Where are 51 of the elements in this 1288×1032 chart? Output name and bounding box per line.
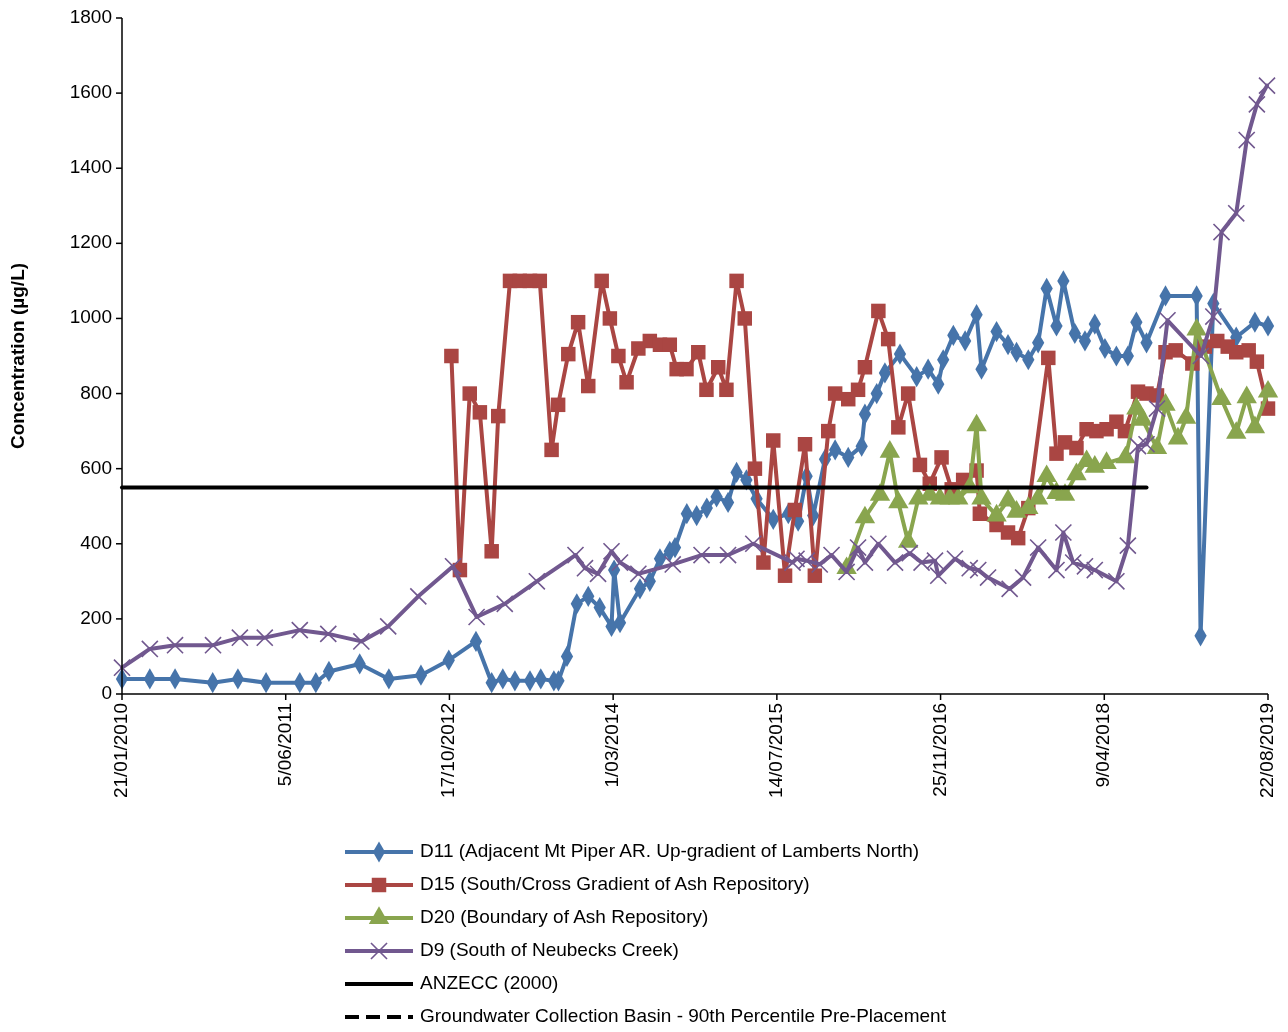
- y-tick-label: 1600: [69, 81, 112, 103]
- y-axis-title: Concentration (µg/L): [7, 262, 28, 450]
- y-tick-label: 1400: [69, 156, 112, 178]
- point: [1027, 486, 1049, 505]
- y-tick-label: 1000: [69, 306, 112, 328]
- legend-label: ANZECC (2000): [420, 972, 559, 994]
- legend-label: D20 (Boundary of Ash Repository): [420, 906, 709, 928]
- point: [1186, 317, 1207, 336]
- legend-label: D15 (South/Cross Gradient of Ash Repository): [420, 873, 810, 895]
- x-tick-label: 1/03/2014: [601, 702, 623, 788]
- x-tick-label: 22/08/2019: [1256, 703, 1278, 799]
- point: [1115, 445, 1136, 464]
- point: [879, 440, 901, 458]
- x-tick-label: 14/07/2015: [764, 703, 786, 799]
- x-tick-label: 5/06/2011: [273, 703, 295, 787]
- point: [1084, 455, 1105, 473]
- point: [854, 505, 876, 524]
- point: [1018, 496, 1039, 514]
- point: [1226, 421, 1247, 439]
- y-tick-label: 200: [80, 606, 112, 628]
- point: [1096, 451, 1117, 469]
- point: [1066, 462, 1087, 481]
- point: [1167, 426, 1189, 445]
- x-tick-label: 21/01/2010: [110, 703, 132, 799]
- y-tick-label: 400: [80, 531, 112, 553]
- legend-label: D11 (Adjacent Mt Piper AR. Up-gradient of Lamberts North): [420, 840, 920, 862]
- y-tick-label: 0: [101, 682, 112, 704]
- point: [1006, 500, 1027, 518]
- point: [1257, 379, 1279, 398]
- y-tick-label: 1200: [69, 231, 112, 253]
- point: [986, 503, 1007, 522]
- point: [948, 486, 969, 505]
- point: [1236, 385, 1257, 404]
- point: [971, 486, 992, 505]
- point: [897, 530, 919, 548]
- x-tick-label: 9/04/2018: [1092, 703, 1114, 788]
- legend-label: Groundwater Collection Basin - 90th Percentile Pre-Placement: [420, 1005, 947, 1027]
- point: [1244, 415, 1266, 434]
- point: [888, 490, 909, 509]
- point: [1146, 436, 1168, 454]
- y-tick-label: 1800: [69, 6, 112, 28]
- point: [966, 413, 987, 432]
- point: [1036, 464, 1057, 483]
- y-tick-label: 600: [80, 456, 112, 478]
- legend-label: D9 (South of Neubecks Creek): [420, 939, 679, 961]
- y-tick-label: 800: [80, 381, 112, 403]
- point: [1132, 408, 1153, 426]
- point: [1175, 406, 1197, 424]
- point: [1211, 387, 1232, 406]
- x-tick-label: 17/10/2012: [437, 703, 459, 799]
- x-tick-label: 25/11/2016: [928, 703, 950, 797]
